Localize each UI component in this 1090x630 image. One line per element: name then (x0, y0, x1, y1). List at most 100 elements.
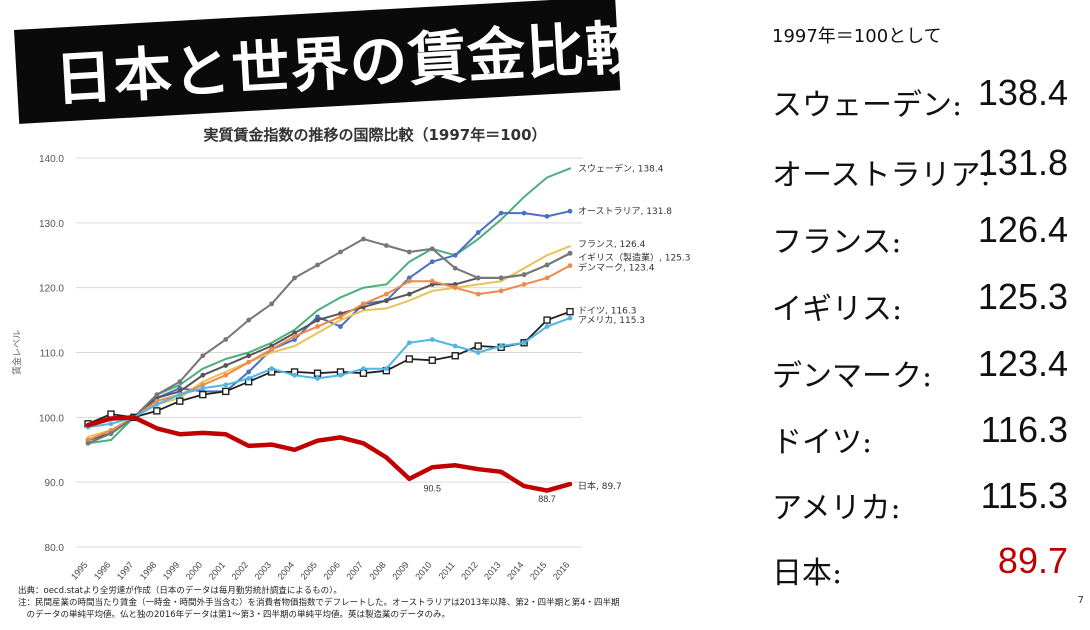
data-point (223, 382, 229, 388)
x-tick-label: 2015 (528, 560, 549, 582)
x-tick-label: 2014 (505, 560, 526, 582)
country-label: スウェーデン: (772, 88, 963, 123)
x-tick-label: 2010 (413, 560, 434, 582)
x-tick-label: 2012 (459, 560, 480, 582)
series-end-label: フランス, 126.4 (578, 239, 646, 250)
x-tick-label: 2000 (184, 560, 205, 582)
data-point (567, 208, 573, 214)
data-point (315, 324, 320, 329)
data-point (223, 372, 229, 378)
data-point (567, 250, 573, 256)
x-tick-label: 2001 (207, 560, 228, 582)
data-point (406, 340, 412, 346)
data-point (292, 372, 297, 378)
x-tick-label: 2007 (344, 560, 365, 582)
data-point (567, 315, 573, 321)
data-point (269, 301, 275, 307)
x-tick-label: 2009 (390, 560, 411, 582)
y-tick-label: 110.0 (40, 349, 65, 360)
data-point (223, 337, 229, 342)
y-tick-label: 100.0 (39, 413, 64, 424)
data-point (383, 243, 389, 248)
data-point (429, 278, 435, 284)
series-end-label: スウェーデン, 138.4 (578, 162, 664, 174)
value-row: デンマーク: 123.4 (772, 343, 1082, 394)
data-point (246, 317, 252, 323)
data-point (85, 440, 91, 446)
country-value: 123.4 (977, 343, 1068, 384)
data-point (475, 291, 481, 297)
y-tick-label: 90.0 (45, 478, 65, 489)
baseline-note: 1997年＝100として (772, 26, 942, 47)
data-point (383, 298, 389, 304)
country-label: イギリス: (772, 292, 903, 327)
data-point (108, 421, 114, 427)
country-value: 138.4 (977, 72, 1068, 113)
x-tick-label: 2013 (482, 560, 503, 582)
data-point (200, 385, 206, 391)
value-row: オーストラリア: 131.8 (772, 142, 1082, 193)
y-axis-label: 賃金レベル (11, 330, 23, 375)
data-point (452, 285, 458, 291)
country-value: 89.7 (997, 540, 1068, 581)
country-value: 125.3 (977, 276, 1068, 317)
data-point (452, 343, 458, 349)
series-end-label: ドイツ, 116.3 (578, 307, 637, 317)
x-tick-label: 1998 (138, 560, 159, 582)
data-point (475, 350, 481, 355)
data-point (246, 369, 252, 375)
footnotes: 出典：oecd.statより全労連が作成（日本のデータは毎月勤労統計調査によるも… (18, 585, 738, 621)
data-point (383, 291, 389, 297)
data-point (429, 337, 435, 342)
data-point (108, 431, 114, 436)
footnote-source: 出典：oecd.statより全労連が作成（日本のデータは毎月勤労統計調査によるも… (18, 586, 342, 596)
country-label: アメリカ: (772, 491, 901, 526)
country-value: 126.4 (977, 209, 1068, 250)
series-line (87, 167, 571, 445)
data-point (452, 252, 458, 258)
data-point (269, 366, 275, 372)
x-tick-label: 1997 (115, 560, 136, 582)
data-point (361, 236, 366, 242)
data-point (521, 210, 527, 216)
data-point (566, 307, 574, 316)
x-tick-label: 1995 (69, 560, 90, 582)
data-point (544, 324, 550, 329)
data-point (315, 317, 320, 323)
data-point (338, 372, 343, 378)
data-point (359, 369, 368, 377)
value-row: アメリカ: 115.3 (772, 475, 1082, 526)
country-label: フランス: (772, 225, 902, 260)
series-line (87, 245, 571, 438)
data-point (177, 392, 183, 398)
series-end-label: 日本, 89.7 (578, 480, 622, 492)
y-tick-label: 140.0 (39, 154, 64, 165)
series-end-label: アメリカ, 115.3 (578, 315, 645, 326)
data-point (543, 316, 551, 324)
data-point (177, 379, 183, 385)
data-point (475, 230, 481, 235)
data-point (176, 397, 184, 405)
value-row: 日本: 89.7 (772, 540, 1082, 591)
data-annotation: 90.5 (424, 484, 442, 494)
data-point (452, 265, 458, 271)
series-line (87, 264, 571, 441)
data-point (292, 275, 297, 281)
country-value: 115.3 (980, 475, 1068, 516)
x-tick-label: 2003 (253, 560, 274, 582)
y-tick-label: 130.0 (39, 219, 64, 230)
data-point (154, 401, 160, 407)
data-point (475, 275, 481, 281)
data-point (269, 346, 275, 352)
series-end-label: オーストラリア, 131.8 (578, 206, 672, 217)
value-row: イギリス: 125.3 (772, 276, 1082, 327)
data-point (406, 278, 412, 284)
data-point (199, 390, 207, 399)
data-point (544, 275, 550, 281)
x-tick-label: 1999 (161, 560, 182, 582)
data-point (567, 263, 573, 269)
country-label: オーストラリア: (772, 158, 991, 193)
data-point (107, 410, 115, 418)
data-point (544, 213, 550, 219)
